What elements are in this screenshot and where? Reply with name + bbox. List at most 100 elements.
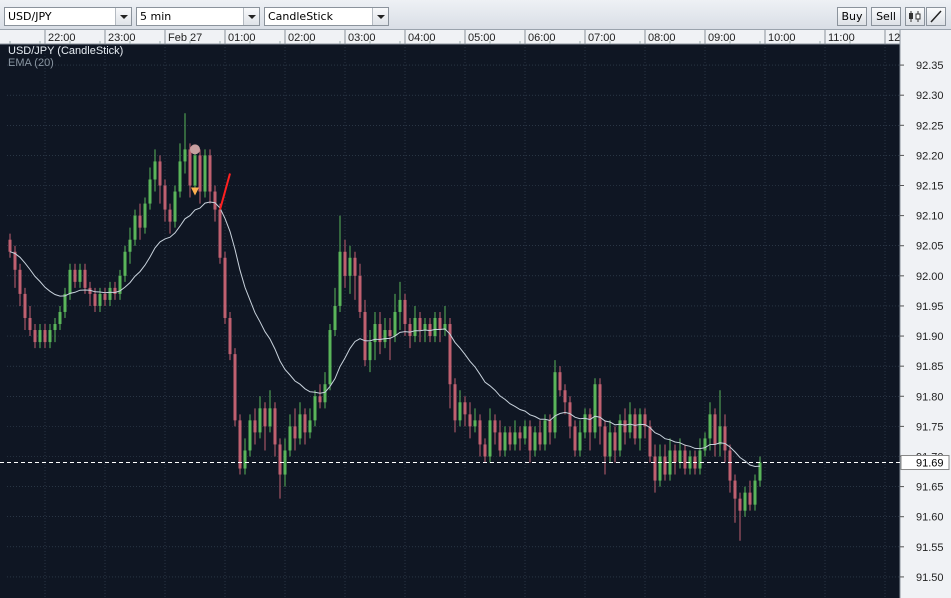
candle xyxy=(563,384,567,415)
candle-body xyxy=(358,275,362,312)
candle-body xyxy=(343,251,347,276)
candle-body xyxy=(608,432,612,457)
candle xyxy=(478,414,482,457)
candle-body xyxy=(213,191,217,210)
y-tick-label: 92.10 xyxy=(916,211,944,223)
candle-body xyxy=(278,444,282,475)
candle-body xyxy=(83,269,87,288)
candle-body xyxy=(468,414,472,427)
candle-body xyxy=(493,420,497,433)
candle-body xyxy=(168,209,172,222)
buy-button[interactable]: Buy xyxy=(837,7,867,26)
candle-body xyxy=(708,414,712,439)
candle-body xyxy=(543,420,547,445)
candle xyxy=(128,227,132,264)
candle xyxy=(628,402,632,439)
sell-button[interactable]: Sell xyxy=(871,7,901,26)
drawn-trend-line[interactable] xyxy=(219,173,231,210)
candle xyxy=(263,402,267,451)
candle xyxy=(668,438,672,481)
candle-body xyxy=(308,420,312,433)
x-tick-label: 04:00 xyxy=(408,32,436,44)
candle-body xyxy=(603,426,607,457)
indicator-label: EMA (20) xyxy=(8,57,54,69)
candle xyxy=(358,263,362,318)
candle-body xyxy=(193,155,197,186)
candle-body xyxy=(13,251,17,270)
candle-body xyxy=(448,324,452,385)
candle-body xyxy=(108,287,112,300)
candle-body xyxy=(133,215,137,240)
candle xyxy=(713,408,717,457)
symbol-select[interactable]: USD/JPY xyxy=(4,7,132,26)
candle-body xyxy=(568,402,572,427)
candle xyxy=(193,149,197,192)
candle-body xyxy=(253,420,257,433)
candle-body xyxy=(588,414,592,433)
candle-body xyxy=(58,311,62,325)
candle-body xyxy=(663,456,667,475)
candle-body xyxy=(248,420,252,451)
candle-body xyxy=(403,299,407,325)
candle-body xyxy=(478,420,482,445)
x-tick-label: 22:00 xyxy=(48,32,76,44)
candle-body xyxy=(33,330,37,343)
interval-dropdown-icon[interactable] xyxy=(243,8,259,25)
candle-body xyxy=(153,161,157,180)
candle-body xyxy=(718,426,722,445)
candle-body xyxy=(408,324,412,337)
candle-body xyxy=(528,426,532,451)
candle-style-button[interactable] xyxy=(905,7,925,26)
x-tick-label: 06:00 xyxy=(528,32,556,44)
candle xyxy=(683,444,687,475)
candle-body xyxy=(503,432,507,451)
candle-body xyxy=(298,414,302,439)
candle xyxy=(533,426,537,457)
candle xyxy=(433,311,437,343)
candle xyxy=(228,311,232,361)
price-chart[interactable]: 22:00 23:00 Feb 27 01:00 02:00 03:00 04:00 05:0… xyxy=(0,30,951,598)
candle-body xyxy=(78,269,82,282)
candle xyxy=(23,287,27,331)
symbol-select-value: USD/JPY xyxy=(8,10,52,23)
interval-select[interactable]: 5 min xyxy=(136,7,260,26)
candle xyxy=(118,269,122,300)
candle-body xyxy=(443,324,447,331)
draw-line-button[interactable] xyxy=(926,7,946,26)
candle-body xyxy=(333,305,337,331)
candle-body xyxy=(458,402,462,421)
candle-body xyxy=(338,251,342,306)
candle xyxy=(73,263,77,288)
candle-body xyxy=(453,384,457,421)
signal-triangle-marker xyxy=(191,187,199,196)
candle xyxy=(408,317,412,349)
candle-body xyxy=(643,414,647,427)
candle xyxy=(703,432,707,457)
candle-body xyxy=(223,257,227,318)
chart-style-dropdown-icon[interactable] xyxy=(372,8,388,25)
candle xyxy=(218,203,222,264)
candle-body xyxy=(163,185,167,210)
candle-body xyxy=(303,414,307,433)
candle xyxy=(163,179,167,222)
candle-body xyxy=(73,269,77,282)
candle xyxy=(633,408,637,445)
symbol-dropdown-icon[interactable] xyxy=(115,8,131,25)
candle xyxy=(38,324,42,349)
candle xyxy=(353,251,357,300)
candle xyxy=(288,414,292,457)
x-tick-label: 10:00 xyxy=(768,32,796,44)
candle xyxy=(508,426,512,451)
candle xyxy=(338,215,342,312)
y-tick-label: 91.85 xyxy=(916,361,944,373)
candle-body xyxy=(648,426,652,457)
candle-body xyxy=(218,209,222,258)
y-tick-label: 92.20 xyxy=(916,150,944,162)
candle xyxy=(318,384,322,409)
candle xyxy=(393,293,397,343)
candle xyxy=(493,414,497,445)
chart-style-select[interactable]: CandleStick xyxy=(264,7,389,26)
candle xyxy=(168,203,172,234)
y-tick-label: 92.25 xyxy=(916,120,944,132)
candle-body xyxy=(463,402,467,415)
